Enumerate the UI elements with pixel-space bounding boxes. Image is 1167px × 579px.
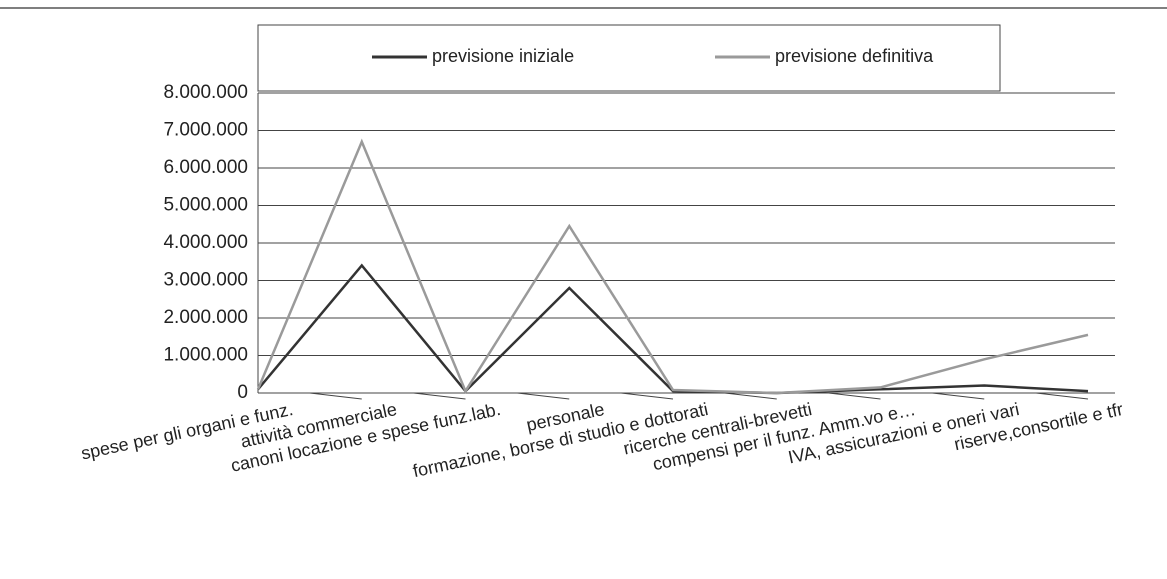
- x-tick: [932, 392, 985, 400]
- x-tick: [309, 392, 362, 400]
- x-tick: [517, 392, 570, 400]
- x-tick: [621, 392, 674, 400]
- y-tick-label: 1.000.000: [163, 345, 248, 366]
- y-tick-label: 8.000.000: [163, 82, 248, 103]
- y-tick-label: 0: [237, 382, 248, 403]
- x-tick: [1036, 392, 1089, 400]
- x-tick: [413, 392, 466, 400]
- y-tick-label: 2.000.000: [163, 307, 248, 328]
- legend-label: previsione iniziale: [432, 46, 574, 66]
- x-tick: [828, 392, 881, 400]
- line-series: [257, 263, 1089, 395]
- x-tick: [724, 392, 777, 400]
- y-tick-label: 7.000.000: [163, 120, 248, 141]
- y-tick-label: 6.000.000: [163, 157, 248, 178]
- y-tick-label: 3.000.000: [163, 270, 248, 291]
- line-series: [256, 138, 1089, 395]
- y-tick-label: 4.000.000: [163, 232, 248, 253]
- y-tick-label: 5.000.000: [163, 195, 248, 216]
- legend-label: previsione definitiva: [775, 46, 934, 66]
